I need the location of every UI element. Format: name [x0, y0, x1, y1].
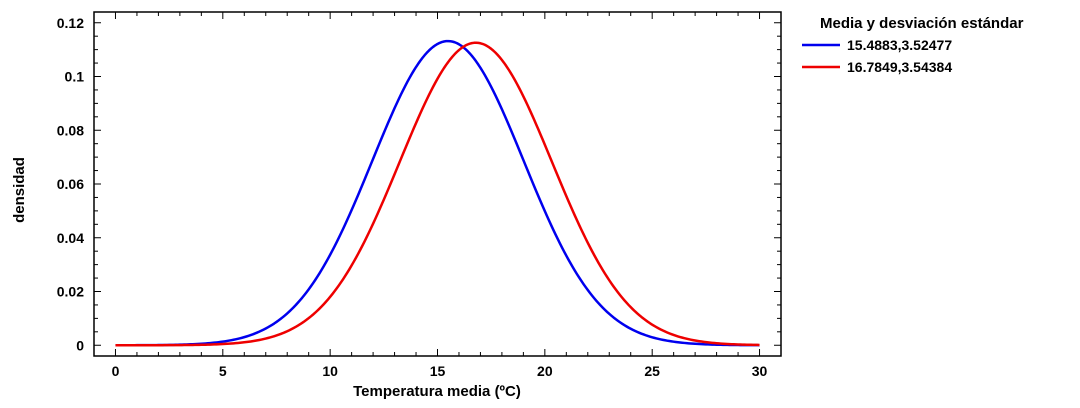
series-line-2 [115, 41, 760, 347]
y-tick-label: 0.02 [57, 284, 84, 300]
legend-title: Media y desviación estándar [820, 15, 1024, 32]
y-axis-title: densidad [11, 157, 28, 223]
ticks-layer: 0 5 10 15 20 25 30 0 0.02 0.04 0.06 0.08 0.1 0.12 [57, 12, 782, 379]
x-tick-label: 25 [644, 363, 660, 379]
y-tick-label: 0 [76, 337, 84, 353]
x-axis-title: Temperatura media (ºC) [353, 383, 521, 400]
y-tick-label: 0.08 [57, 122, 84, 138]
legend-items: 15.4883,3.52477 16.7849,3.54384 [802, 37, 952, 75]
x-tick-label: 5 [219, 363, 227, 379]
y-tick-label: 0.1 [65, 69, 85, 85]
series-layer [115, 39, 760, 347]
legend-label: 15.4883,3.52477 [847, 37, 952, 53]
x-tick-label: 30 [752, 363, 768, 379]
plot-area [93, 11, 782, 357]
x-tick-label: 10 [322, 363, 338, 379]
x-tick-label: 20 [537, 363, 553, 379]
y-tick-label: 0.04 [57, 230, 84, 246]
y-tick-label: 0.06 [57, 176, 84, 192]
x-tick-label: 15 [430, 363, 446, 379]
legend: Media y desviación estándar 15.4883,3.52… [802, 15, 1024, 75]
legend-label: 16.7849,3.54384 [847, 59, 952, 75]
y-tick-label: 0.12 [57, 15, 84, 31]
series-line-1 [115, 39, 760, 347]
x-tick-label: 0 [112, 363, 120, 379]
